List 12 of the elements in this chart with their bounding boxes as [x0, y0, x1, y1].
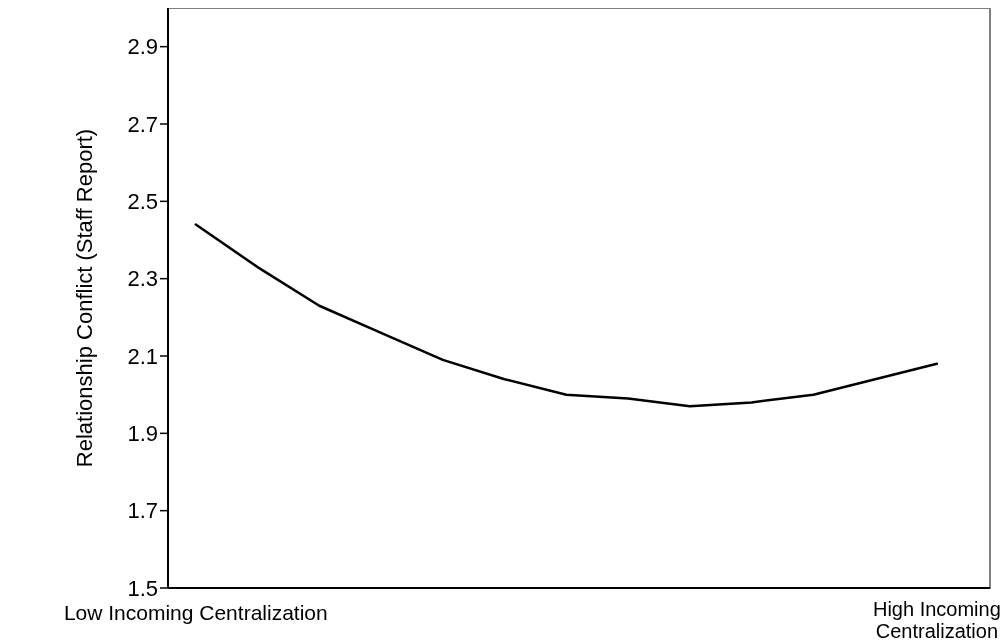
x-tick-label: High Incoming Centralization — [872, 598, 1001, 642]
y-tick-label: 2.5 — [127, 189, 158, 215]
y-tick-label: 2.3 — [127, 266, 158, 292]
y-tick-label: 1.7 — [127, 498, 158, 524]
line-series — [194, 223, 939, 408]
x-tick-label: Low Incoming Centralization — [63, 601, 328, 624]
y-tick-label: 2.1 — [127, 343, 158, 369]
y-tick-label: 1.9 — [127, 421, 158, 447]
y-tick-label: 2.7 — [127, 111, 158, 137]
y-tick-label: 1.5 — [127, 575, 158, 601]
y-tick-label: 2.9 — [127, 34, 158, 60]
y-axis-title: Relationship Conflict (Staff Report) — [71, 128, 97, 468]
